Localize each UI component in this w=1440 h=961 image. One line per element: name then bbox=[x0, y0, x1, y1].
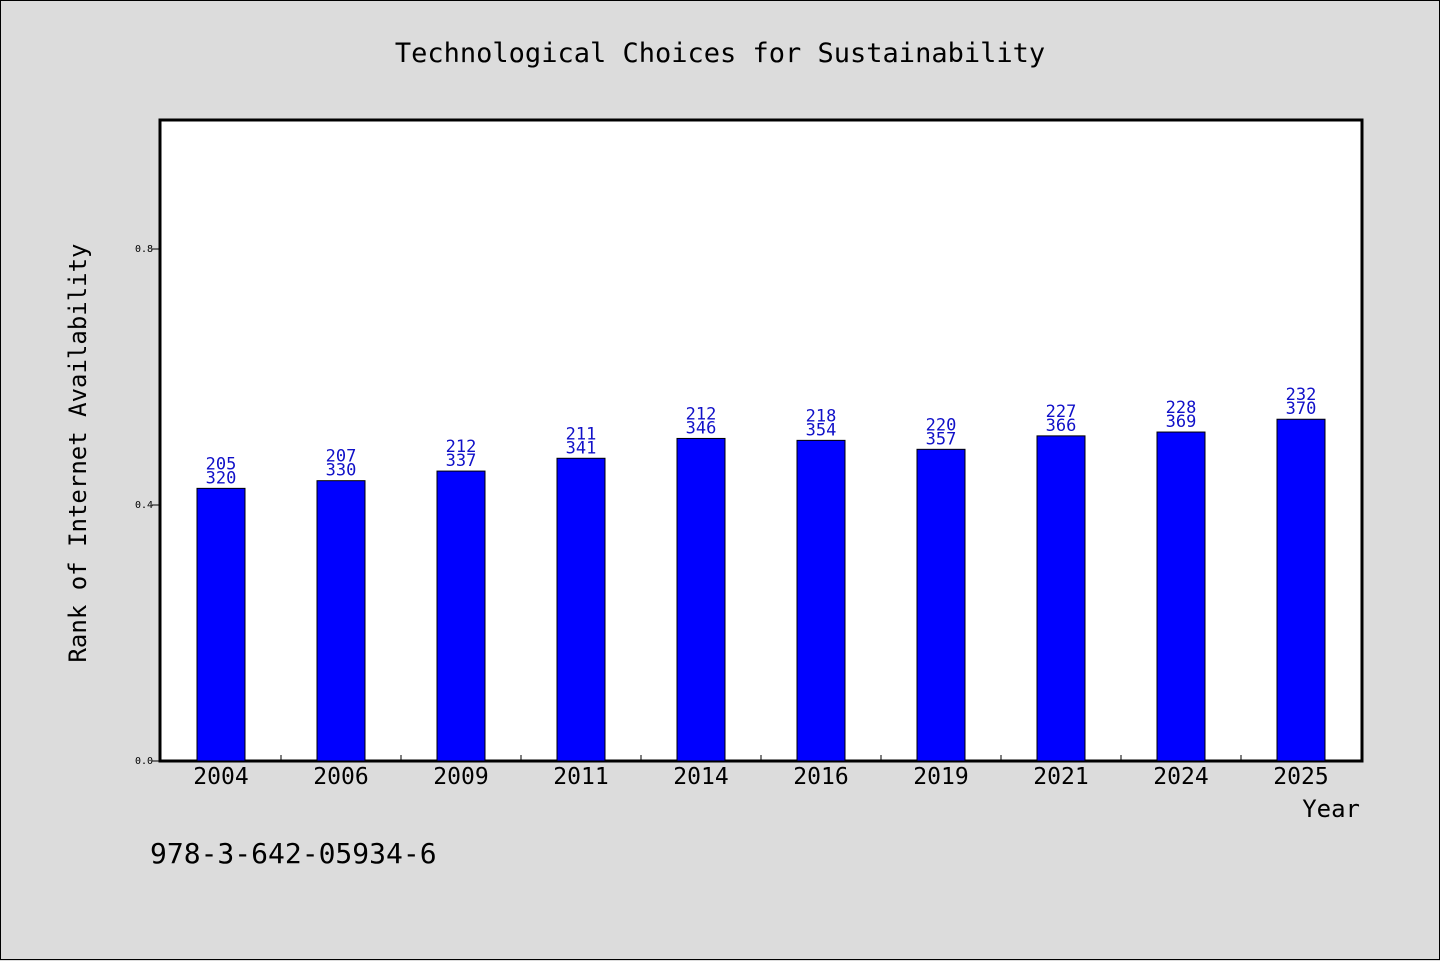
bar-label-bottom: 370 bbox=[1286, 399, 1317, 419]
footer-isbn: 978-3-642-05934-6 bbox=[150, 837, 437, 870]
x-tick-label: 2009 bbox=[433, 764, 488, 790]
bar bbox=[316, 480, 366, 762]
y-tick-label: 0.8 bbox=[135, 244, 153, 255]
bar-label-bottom: 366 bbox=[1046, 416, 1077, 436]
bar bbox=[1036, 435, 1086, 762]
bar-label-top: 205 bbox=[206, 454, 237, 474]
bar-label-top: 227 bbox=[1046, 402, 1077, 422]
bar-label-bottom: 341 bbox=[566, 438, 597, 458]
chart-title: Technological Choices for Sustainability bbox=[395, 38, 1045, 69]
y-tick-label: 0.0 bbox=[135, 756, 153, 767]
bar bbox=[916, 448, 966, 762]
x-tick-label: 2014 bbox=[673, 764, 728, 790]
bar-label-top: 207 bbox=[326, 447, 357, 467]
x-tick-label: 2004 bbox=[193, 764, 248, 790]
bar-label-bottom: 354 bbox=[806, 420, 837, 440]
bar bbox=[676, 437, 726, 762]
bar-label-top: 212 bbox=[686, 404, 717, 424]
x-tick-label: 2025 bbox=[1273, 764, 1328, 790]
bar-label-bottom: 369 bbox=[1166, 412, 1197, 432]
bar-label-top: 232 bbox=[1286, 385, 1317, 405]
bar-label-bottom: 320 bbox=[206, 468, 237, 488]
x-tick-label: 2006 bbox=[313, 764, 368, 790]
bar-label-top: 220 bbox=[926, 415, 957, 435]
x-tick-label: 2019 bbox=[913, 764, 968, 790]
y-axis-label: Rank of Internet Availability bbox=[64, 243, 92, 662]
bar-label-top: 211 bbox=[566, 424, 597, 444]
y-axis-ticks: 0.0 0.4 0.8 bbox=[135, 244, 161, 767]
x-axis-categories: 2004 2006 2009 2011 2014 2016 2019 2021 2024 2025 bbox=[193, 755, 1329, 790]
bar-label-top: 218 bbox=[806, 406, 837, 426]
y-tick-label: 0.4 bbox=[135, 500, 153, 511]
bar-label-bottom: 357 bbox=[926, 429, 957, 449]
x-tick-label: 2011 bbox=[553, 764, 608, 790]
bar bbox=[1156, 431, 1206, 762]
bar-label-bottom: 337 bbox=[446, 451, 477, 471]
x-tick-label: 2024 bbox=[1153, 764, 1208, 790]
bar bbox=[1276, 418, 1326, 762]
bar bbox=[796, 439, 846, 762]
bar-label-bottom: 330 bbox=[326, 461, 357, 481]
bar bbox=[556, 457, 606, 762]
bar bbox=[196, 487, 246, 762]
bar-label-bottom: 346 bbox=[686, 418, 717, 438]
x-axis-label: Year bbox=[1302, 795, 1360, 823]
x-tick-label: 2021 bbox=[1033, 764, 1088, 790]
bar-label-top: 228 bbox=[1166, 398, 1197, 418]
bar bbox=[436, 470, 486, 762]
x-tick-label: 2016 bbox=[793, 764, 848, 790]
bar-label-top: 212 bbox=[446, 437, 477, 457]
